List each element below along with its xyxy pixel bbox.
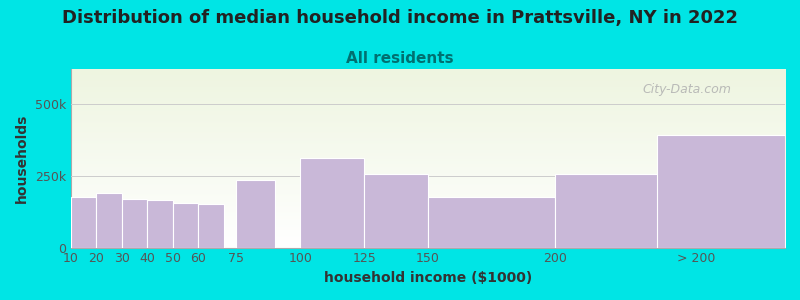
Bar <box>300 158 364 248</box>
Text: All residents: All residents <box>346 51 454 66</box>
Bar <box>237 180 274 248</box>
Text: Distribution of median household income in Prattsville, NY in 2022: Distribution of median household income … <box>62 9 738 27</box>
Bar <box>428 197 555 248</box>
Bar <box>658 135 785 248</box>
Bar <box>70 197 96 248</box>
Text: City-Data.com: City-Data.com <box>642 83 731 96</box>
Bar <box>364 174 428 248</box>
Bar <box>198 204 224 248</box>
X-axis label: household income ($1000): household income ($1000) <box>324 271 532 285</box>
Bar <box>122 199 147 248</box>
Bar <box>555 174 683 248</box>
Bar <box>147 200 173 248</box>
Y-axis label: households: households <box>15 114 29 203</box>
Bar <box>173 203 198 248</box>
Bar <box>96 193 122 248</box>
